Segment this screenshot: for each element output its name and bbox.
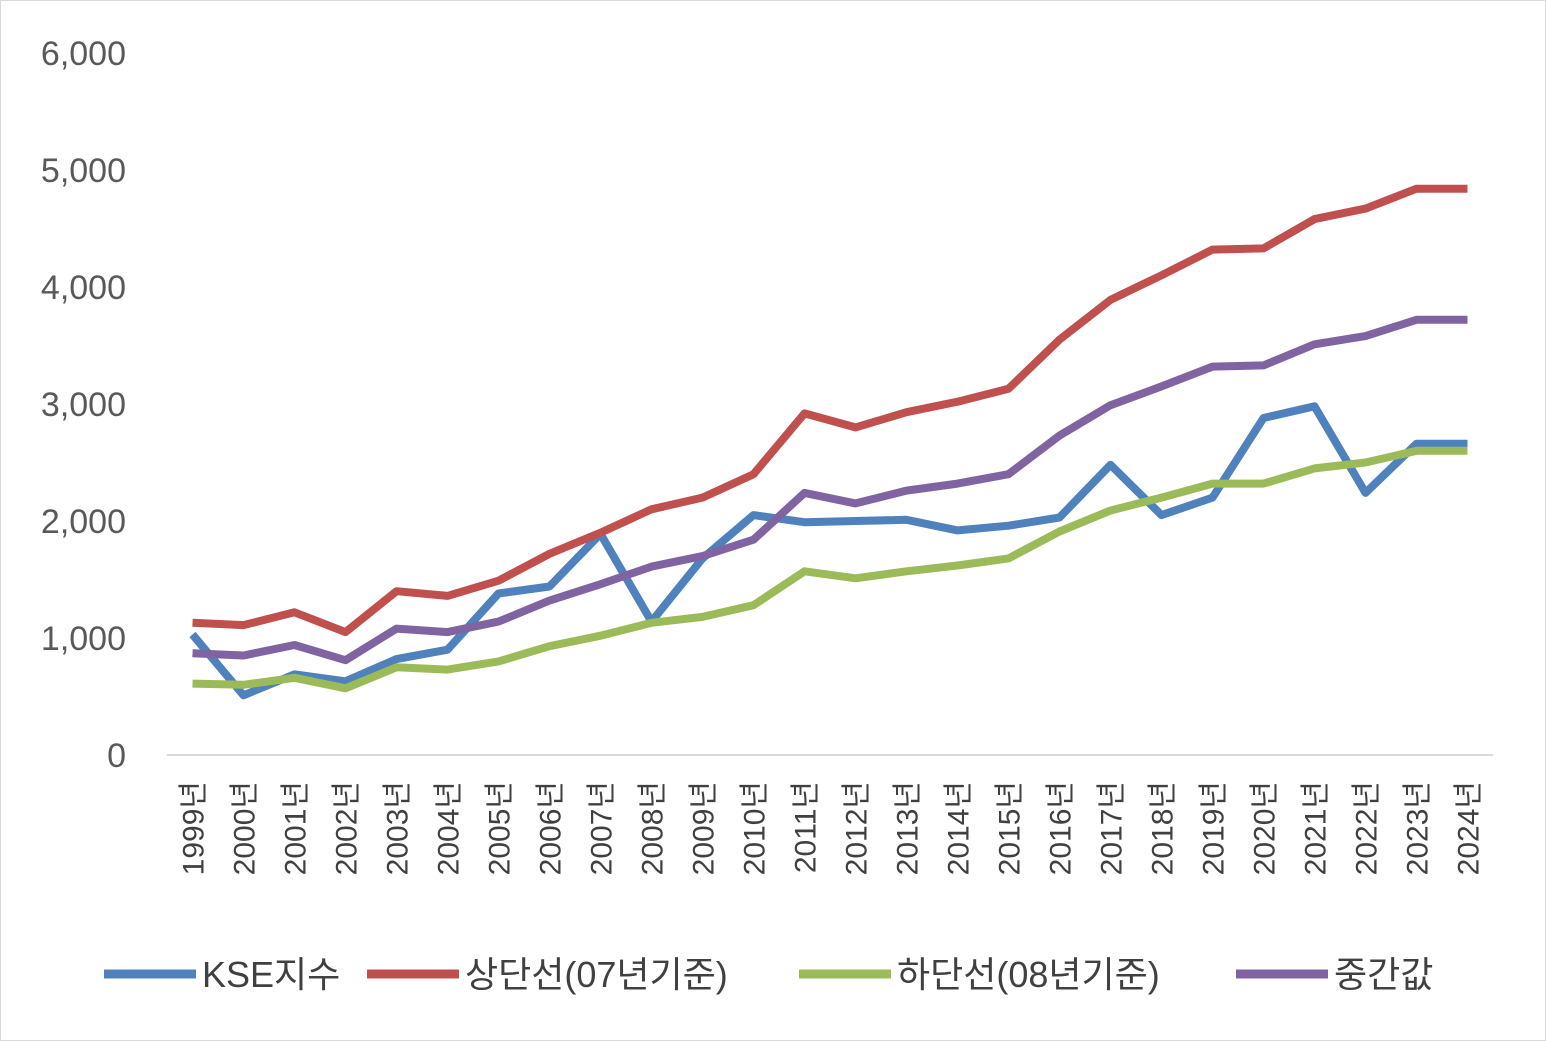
- x-tick-label: 2019년: [1198, 781, 1231, 875]
- y-tick-label: 0: [107, 737, 126, 775]
- x-tick-label: 1999년: [178, 781, 211, 875]
- x-tick-label: 2002년: [331, 781, 364, 875]
- x-tick-label: 2022년: [1351, 781, 1384, 875]
- x-tick-label: 2004년: [433, 781, 466, 875]
- x-tick-label: 2000년: [229, 781, 262, 875]
- series-line-3: [192, 315, 1468, 665]
- x-tick-label: 2024년: [1453, 781, 1486, 875]
- x-tick-label: 2023년: [1402, 781, 1435, 875]
- x-tick-label: 2003년: [382, 781, 415, 875]
- y-tick-label: 5,000: [41, 152, 126, 190]
- legend-label-2: 하단선(08년기준): [897, 954, 1160, 995]
- x-tick-label: 2014년: [943, 781, 976, 875]
- y-tick-label: 6,000: [41, 35, 126, 73]
- legend-label-3: 중간값: [1334, 954, 1433, 995]
- x-tick-label: 2008년: [637, 781, 670, 875]
- y-tick-label: 3,000: [41, 386, 126, 424]
- x-tick-label: 2016년: [1045, 781, 1078, 875]
- legend-label-1: 상단선(07년기준): [465, 954, 728, 995]
- x-axis: 1999년 2000년 2001년 2002년 2003년 2004년 2005년 2006년…: [167, 754, 1493, 875]
- x-tick-label: 2015년: [994, 781, 1027, 875]
- x-tick-label: 2006년: [535, 781, 568, 875]
- x-tick-label: 2012년: [841, 781, 874, 875]
- x-tick-label: 2017년: [1096, 781, 1129, 875]
- x-tick-label: 2011년: [790, 781, 823, 873]
- x-tick-label: 2009년: [688, 781, 721, 875]
- series-line-1: [192, 184, 1468, 637]
- y-tick-label: 2,000: [41, 503, 126, 541]
- x-tick-label: 2010년: [739, 781, 772, 875]
- y-axis: 0 1,000 2,000 3,000 4,000 5,000 6,000: [41, 35, 126, 775]
- x-tick-label: 2005년: [484, 781, 517, 875]
- series-line-2: [192, 446, 1468, 693]
- x-tick-label: 2020년: [1249, 781, 1282, 875]
- y-tick-label: 4,000: [41, 269, 126, 307]
- legend-label-0: KSE지수: [202, 954, 340, 995]
- plot-area: [189, 184, 1468, 700]
- legend: KSE지수 상단선(07년기준) 하단선(08년기준) 중간값: [104, 954, 1433, 995]
- x-tick-label: 2021년: [1300, 781, 1333, 875]
- series-line-0: [189, 402, 1468, 700]
- x-tick-label: 2018년: [1147, 781, 1180, 875]
- y-tick-label: 1,000: [41, 620, 126, 658]
- x-tick-label: 2001년: [280, 781, 313, 875]
- x-tick-label: 2007년: [586, 781, 619, 875]
- x-tick-label: 2013년: [892, 781, 925, 875]
